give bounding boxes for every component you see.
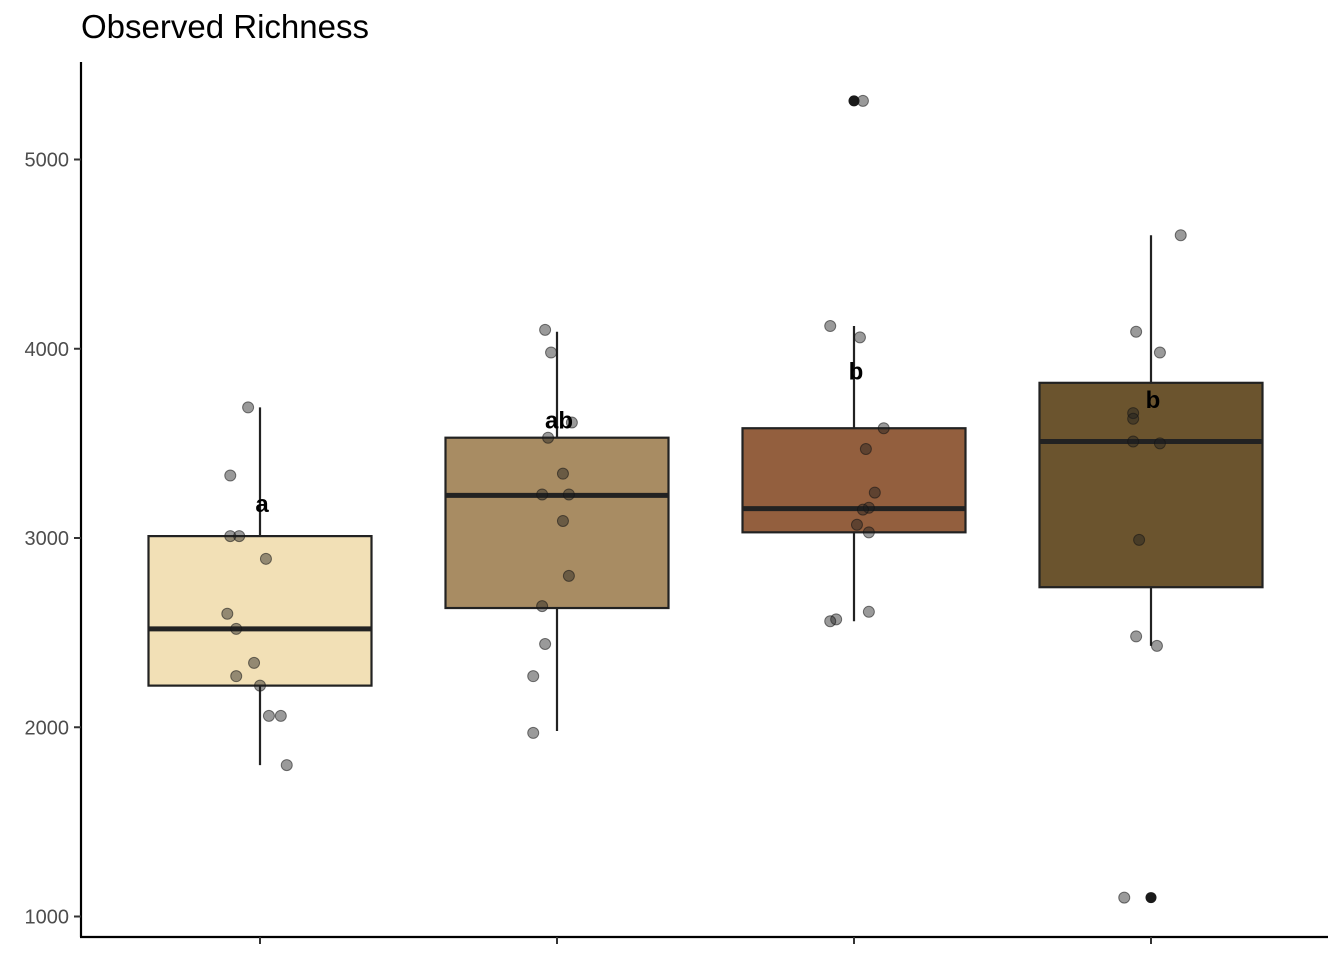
- data-point: [850, 518, 863, 531]
- data-point: [877, 422, 890, 435]
- box-group: [147, 407, 373, 766]
- data-point: [862, 605, 875, 618]
- outlier-point: [1145, 892, 1157, 904]
- data-point: [1133, 533, 1146, 546]
- y-tick-label: 2000: [25, 717, 70, 739]
- data-point: [1174, 229, 1187, 242]
- data-point: [545, 346, 558, 359]
- box: [444, 436, 670, 610]
- data-point: [856, 503, 869, 516]
- data-point: [862, 526, 875, 539]
- data-point: [230, 622, 243, 635]
- outlier-point: [848, 95, 860, 107]
- significance-letter: ab: [545, 408, 573, 435]
- data-point: [1130, 325, 1143, 338]
- data-point: [1150, 639, 1163, 652]
- data-point: [562, 569, 575, 582]
- data-point: [1153, 346, 1166, 359]
- data-point: [562, 488, 575, 501]
- data-point: [556, 514, 569, 527]
- box-group: [444, 331, 670, 732]
- box: [1038, 381, 1264, 589]
- box-group: [1038, 235, 1264, 904]
- data-point: [259, 552, 272, 565]
- data-point: [824, 615, 837, 628]
- data-point: [248, 656, 261, 669]
- data-point: [254, 679, 266, 692]
- data-point: [556, 467, 569, 480]
- data-point: [233, 530, 246, 543]
- data-point: [221, 607, 234, 620]
- data-point: [536, 488, 549, 501]
- data-point: [542, 431, 555, 444]
- data-point: [824, 320, 837, 333]
- data-point: [868, 486, 881, 499]
- box: [741, 427, 967, 534]
- data-point: [1127, 412, 1140, 425]
- axes: 1000 2000 3000 4000 5000: [25, 62, 1328, 944]
- data-point: [224, 469, 237, 482]
- data-point: [527, 726, 540, 739]
- significance-letter: b: [849, 358, 864, 385]
- data-point: [262, 709, 275, 722]
- significance-letter: b: [1146, 387, 1161, 414]
- data-point: [230, 670, 243, 683]
- significance-letter: a: [255, 491, 269, 518]
- data-point: [565, 416, 578, 429]
- y-tick-label: 5000: [25, 150, 70, 172]
- data-point: [1130, 630, 1143, 643]
- jitter-points-layer: [221, 94, 1187, 904]
- data-point: [539, 637, 552, 650]
- data-point: [224, 530, 237, 543]
- data-point: [274, 709, 287, 722]
- data-point: [853, 331, 866, 344]
- boxes-layer: [147, 95, 1264, 904]
- data-point: [856, 94, 869, 107]
- box: [147, 535, 373, 687]
- data-point: [242, 401, 255, 414]
- chart-title: Observed Richness: [81, 8, 369, 45]
- data-point: [280, 759, 293, 772]
- data-point: [1127, 435, 1140, 448]
- data-point: [536, 600, 549, 613]
- data-point: [539, 323, 552, 336]
- data-point: [1118, 891, 1131, 904]
- data-point: [527, 670, 540, 683]
- data-point: [1153, 437, 1166, 450]
- y-tick-label: 3000: [25, 528, 70, 550]
- box-group: [741, 95, 967, 622]
- y-tick-label: 1000: [25, 907, 70, 929]
- significance-letters-layer: a ab b b: [255, 358, 1160, 517]
- data-point: [859, 443, 872, 456]
- y-tick-label: 4000: [25, 339, 70, 361]
